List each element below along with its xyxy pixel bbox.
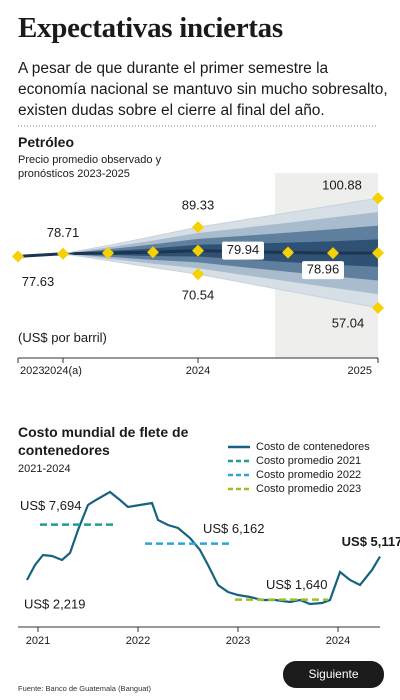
data-label: 89.33 xyxy=(182,198,215,213)
chart-subtitle: Precio promedio observado y pronósticos … xyxy=(18,154,162,180)
data-label: US$ 5,117 xyxy=(342,534,400,549)
legend-label: Costo promedio 2022 xyxy=(256,469,361,481)
marker xyxy=(282,246,294,259)
x-tick-label: 2023 xyxy=(20,365,44,377)
x-tick-label: 2025 xyxy=(348,365,372,377)
x-tick-label: 2023 xyxy=(226,635,250,647)
data-label: 77.63 xyxy=(22,274,55,289)
data-label: 79.94 xyxy=(227,242,260,257)
label-box xyxy=(302,261,344,280)
marker xyxy=(372,247,384,259)
x-tick-label: 2024(a) xyxy=(44,365,82,377)
title: Expectativas inciertas xyxy=(18,12,283,44)
marker xyxy=(372,192,384,205)
data-label: 57.04 xyxy=(332,315,365,330)
data-label: 78.71 xyxy=(47,225,80,240)
marker xyxy=(372,301,384,314)
data-label: US$ 7,694 xyxy=(20,498,81,513)
x-tick-label: 2022 xyxy=(126,635,150,647)
marker xyxy=(12,250,24,263)
marker xyxy=(192,221,204,234)
marker xyxy=(57,247,69,260)
data-label: US$ 6,162 xyxy=(203,521,264,536)
marker xyxy=(192,244,204,257)
data-label: 100.88 xyxy=(322,178,362,193)
axis-label: (US$ por barril) xyxy=(18,330,107,345)
next-button[interactable]: Siguiente xyxy=(283,661,384,688)
fan-edge xyxy=(62,253,379,309)
chart-subtitle: 2021-2024 xyxy=(18,463,71,475)
data-label: 70.54 xyxy=(182,288,215,303)
data-label: US$ 1,640 xyxy=(266,577,327,592)
chart-title: Petróleo xyxy=(18,134,75,150)
legend-label: Costo promedio 2023 xyxy=(256,483,361,495)
marker xyxy=(327,247,339,260)
annotation: US$ 2,219 xyxy=(24,596,85,611)
marker xyxy=(192,268,204,281)
x-tick-label: 2024 xyxy=(186,365,210,377)
data-label: 78.96 xyxy=(307,262,340,277)
marker xyxy=(102,247,114,259)
source: Fuente: Banco de Guatemala (Banguat) xyxy=(18,684,152,693)
label-box xyxy=(222,241,264,260)
subtitle: A pesar de que durante el primer semestr… xyxy=(18,60,388,119)
fan-band xyxy=(63,239,378,267)
x-tick-label: 2021 xyxy=(26,635,50,647)
x-tick-label: 2024 xyxy=(326,635,350,647)
chart-title: Costo mundial de flete de contenedores xyxy=(18,424,189,458)
marker xyxy=(147,246,159,259)
legend-label: Costo promedio 2021 xyxy=(256,455,361,467)
legend-label: Costo de contenedores xyxy=(256,441,370,453)
fan-edge xyxy=(62,197,379,255)
